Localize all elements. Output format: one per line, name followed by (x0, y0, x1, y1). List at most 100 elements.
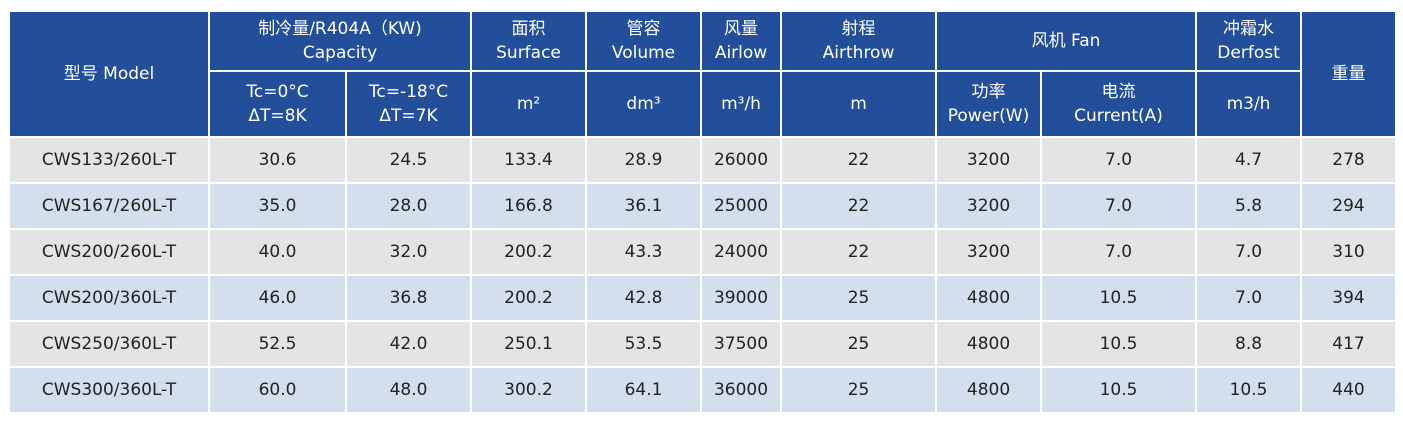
header-cell: 制冷量/R404A（KW) Capacity (207, 10, 473, 72)
table-cell: 64.1 (585, 366, 703, 414)
table-cell: 10.5 (1040, 366, 1198, 414)
table-cell: 5.8 (1195, 182, 1303, 230)
cell-text: 面积 (511, 19, 546, 39)
table-row: CWS200/260L-T 40.0 32.0 200.2 43.3 24000 22 320… (8, 228, 1398, 276)
header-cell: m3/h (1195, 70, 1303, 138)
header-cell: dm³ (585, 70, 703, 138)
header-cell: 重量 (1300, 10, 1398, 138)
table-cell: 40.0 (208, 228, 347, 276)
table-cell: 60.0 (208, 366, 347, 414)
header-cell: 面积 Surface (470, 10, 588, 72)
table-cell: 8.8 (1195, 320, 1303, 368)
table-cell: 294 (1300, 182, 1398, 230)
cell-text: 电流 (1101, 82, 1136, 102)
table-cell: 7.0 (1040, 182, 1198, 230)
table-body: CWS133/260L-T 30.6 24.5 133.4 28.9 26000 22 320… (8, 136, 1398, 414)
header-cell: 风量 Airlow (700, 10, 783, 72)
table-cell: 310 (1300, 228, 1398, 276)
cell-text: Derfost (1217, 43, 1280, 63)
cell-text: Tc=0°C (246, 82, 309, 102)
table-cell: CWS133/260L-T (8, 136, 210, 184)
table-cell: CWS300/360L-T (8, 366, 210, 414)
cell-text: 风量 (724, 19, 759, 39)
table-cell: 48.0 (344, 366, 473, 414)
header-cell: 冲霜水 Derfost (1195, 10, 1303, 72)
table-cell: 24.5 (344, 136, 473, 184)
header-cell: 型号 Model (8, 10, 210, 138)
table-cell: 7.0 (1040, 136, 1198, 184)
table-cell: 4800 (935, 366, 1043, 414)
cell-text: dm³ (626, 94, 661, 114)
cell-text: Tc=-18°C (368, 82, 449, 102)
cell-text: 功率 (971, 82, 1006, 102)
spec-table-wrap: 型号 Model 制冷量/R404A（KW) Capacity 面积 Surface 管容… (8, 10, 1403, 414)
table-cell: 4800 (935, 320, 1043, 368)
header-cell: m² (470, 70, 588, 138)
cell-text: 风机 Fan (1031, 31, 1101, 51)
cell-text: Volume (611, 43, 676, 63)
table-cell: 3200 (935, 228, 1043, 276)
table-cell: 440 (1300, 366, 1398, 414)
header-cell: 风机 Fan (935, 10, 1198, 72)
header-cell: 射程 Airthrow (780, 10, 938, 72)
table-cell: 39000 (700, 274, 783, 322)
cell-text: 冲霜水 (1223, 19, 1275, 39)
table-cell: 7.0 (1195, 228, 1303, 276)
table-cell: 4.7 (1195, 136, 1303, 184)
table-cell: 10.5 (1040, 320, 1198, 368)
table-cell: 300.2 (470, 366, 588, 414)
table-row: CWS300/360L-T 60.0 48.0 300.2 64.1 36000 25 480… (8, 366, 1398, 414)
table-cell: 25 (780, 366, 938, 414)
table-cell: 53.5 (585, 320, 703, 368)
table-cell: 278 (1300, 136, 1398, 184)
cell-text: Capacity (302, 43, 378, 63)
table-cell: 417 (1300, 320, 1398, 368)
table-row: CWS250/360L-T 52.5 42.0 250.1 53.5 37500 25 480… (8, 320, 1398, 368)
table-cell: 32.0 (344, 228, 473, 276)
cell-text: Airthrow (822, 43, 895, 63)
header-cell: 管容 Volume (585, 10, 703, 72)
table-cell: 37500 (700, 320, 783, 368)
table-cell: 26000 (700, 136, 783, 184)
cell-text: Power(W) (947, 106, 1030, 126)
cell-text: m² (516, 94, 541, 114)
cell-text: ΔT=7K (379, 106, 438, 126)
header-cell: Tc=-18°C ΔT=7K (344, 70, 473, 138)
table-cell: 36.1 (585, 182, 703, 230)
table-row: CWS200/360L-T 46.0 36.8 200.2 42.8 39000 25 480… (8, 274, 1398, 322)
table-cell: 25000 (700, 182, 783, 230)
table-cell: CWS167/260L-T (8, 182, 210, 230)
table-cell: 36000 (700, 366, 783, 414)
table-cell: 46.0 (208, 274, 347, 322)
table-cell: 28.0 (344, 182, 473, 230)
table-cell: 25 (780, 274, 938, 322)
table-cell: CWS200/360L-T (8, 274, 210, 322)
table-cell: 35.0 (208, 182, 347, 230)
cell-text: 重量 (1331, 64, 1366, 84)
table-row: CWS133/260L-T 30.6 24.5 133.4 28.9 26000 22 320… (8, 136, 1398, 184)
header-row: 型号 Model 制冷量/R404A（KW) Capacity 面积 Surface 管容… (8, 10, 1398, 138)
table-cell: 200.2 (470, 274, 588, 322)
cell-text: m3/h (1226, 94, 1271, 114)
table-cell: 133.4 (470, 136, 588, 184)
cell-text: m³/h (721, 94, 761, 114)
table-cell: 7.0 (1195, 274, 1303, 322)
table-cell: 42.8 (585, 274, 703, 322)
cell-text: ΔT=8K (248, 106, 307, 126)
table-header: 型号 Model 制冷量/R404A（KW) Capacity 面积 Surface 管容… (8, 10, 1403, 138)
table-cell: 10.5 (1040, 274, 1198, 322)
cell-text: 型号 Model (63, 64, 155, 84)
table-cell: 250.1 (470, 320, 588, 368)
table-cell: 3200 (935, 136, 1043, 184)
header-cell: 电流 Current(A) (1040, 70, 1198, 138)
header-cell: m³/h (700, 70, 783, 138)
spec-table: 型号 Model 制冷量/R404A（KW) Capacity 面积 Surface 管容… (8, 10, 1403, 414)
table-cell: 36.8 (344, 274, 473, 322)
table-row: CWS167/260L-T 35.0 28.0 166.8 36.1 25000 22 320… (8, 182, 1398, 230)
cell-text: Airlow (714, 43, 768, 63)
table-cell: 7.0 (1040, 228, 1198, 276)
table-cell: CWS200/260L-T (8, 228, 210, 276)
cell-text: Surface (496, 43, 561, 63)
table-cell: 25 (780, 320, 938, 368)
